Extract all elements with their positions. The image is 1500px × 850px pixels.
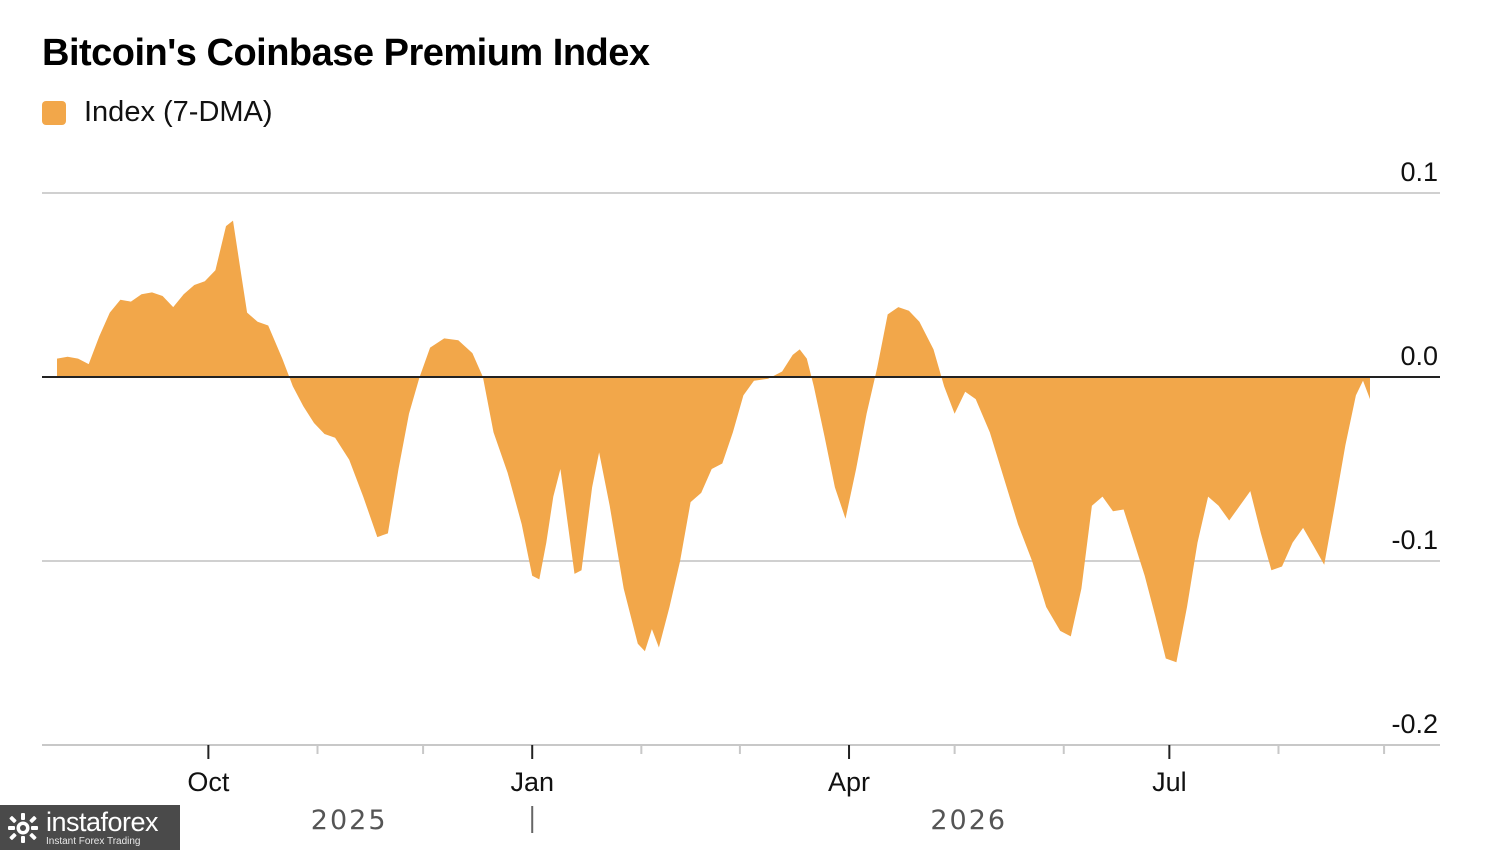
instaforex-logo-icon	[8, 812, 38, 843]
legend-label: Index (7-DMA)	[84, 96, 273, 128]
year-label: 2025	[311, 805, 388, 836]
chart-title: Bitcoin's Coinbase Premium Index	[42, 32, 650, 74]
y-tick-label: 0.0	[1400, 341, 1438, 371]
y-tick-label: -0.1	[1391, 525, 1438, 555]
year-label: 2026	[930, 805, 1007, 836]
y-axis: 0.1 0.0 -0.1 -0.2	[1391, 157, 1438, 739]
x-tick-label: Jan	[510, 767, 554, 797]
legend-swatch	[42, 100, 66, 125]
watermark-name: instaforex	[46, 806, 159, 837]
series-area-path	[57, 220, 1370, 663]
legend: Index (7-DMA)	[42, 96, 273, 129]
series-area	[57, 220, 1370, 663]
x-tick-label: Jul	[1152, 767, 1187, 797]
x-tick-label: Oct	[187, 767, 230, 797]
x-axis: Oct Jan Apr Jul 2025 2026	[42, 744, 1440, 836]
watermark: instaforex Instant Forex Trading	[0, 805, 180, 850]
y-tick-label: 0.1	[1400, 157, 1438, 187]
y-tick-label: -0.2	[1391, 709, 1438, 739]
x-tick-label: Apr	[828, 767, 870, 797]
watermark-tagline: Instant Forex Trading	[46, 835, 141, 847]
